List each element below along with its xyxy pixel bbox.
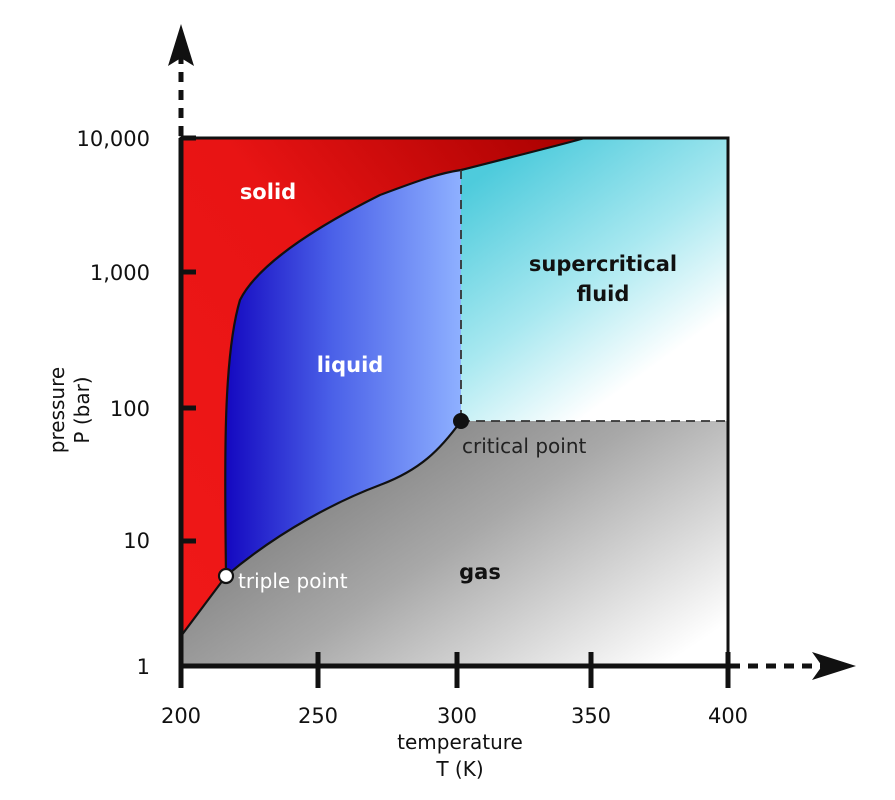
critical-point-label: critical point <box>462 434 587 458</box>
y-axis-title-line1: pressure <box>45 367 69 453</box>
y-tick-label-1000: 1,000 <box>90 261 150 285</box>
x-tick-label-350: 350 <box>571 704 611 728</box>
y-ticks <box>181 135 196 544</box>
x-tick-label-200: 200 <box>161 704 201 728</box>
supercritical-region <box>461 138 728 421</box>
y-tick-label-100: 100 <box>110 397 150 421</box>
y-tick-label-10: 10 <box>123 529 150 553</box>
sublimation-curve <box>180 575 227 637</box>
x-tick-label-300: 300 <box>437 704 477 728</box>
liquid-label: liquid <box>317 353 384 377</box>
solid-label: solid <box>240 180 296 204</box>
supercritical-label-line2: fluid <box>577 282 630 306</box>
x-axis-title-line2: T (K) <box>435 757 483 781</box>
x-tick-label-250: 250 <box>298 704 338 728</box>
x-tick-label-400: 400 <box>708 704 748 728</box>
critical-point-marker <box>453 413 469 429</box>
melting-curve <box>224 136 586 577</box>
vaporization-curve <box>225 420 462 577</box>
triple-point-marker <box>217 567 235 585</box>
solid-region <box>181 138 585 636</box>
x-axis-title-line1: temperature <box>397 730 523 754</box>
y-axis-title-line2: P (bar) <box>70 376 94 443</box>
y-tick-label-10000: 10,000 <box>77 127 150 151</box>
gas-label: gas <box>459 560 501 584</box>
x-axis-arrowhead <box>812 652 856 680</box>
y-axis-arrowhead <box>168 24 194 66</box>
x-ticks <box>178 652 731 688</box>
supercritical-label-line1: supercritical <box>529 252 677 276</box>
y-tick-label-1: 1 <box>137 655 150 679</box>
gas-region <box>181 421 728 666</box>
triple-point-label: triple point <box>238 569 348 593</box>
